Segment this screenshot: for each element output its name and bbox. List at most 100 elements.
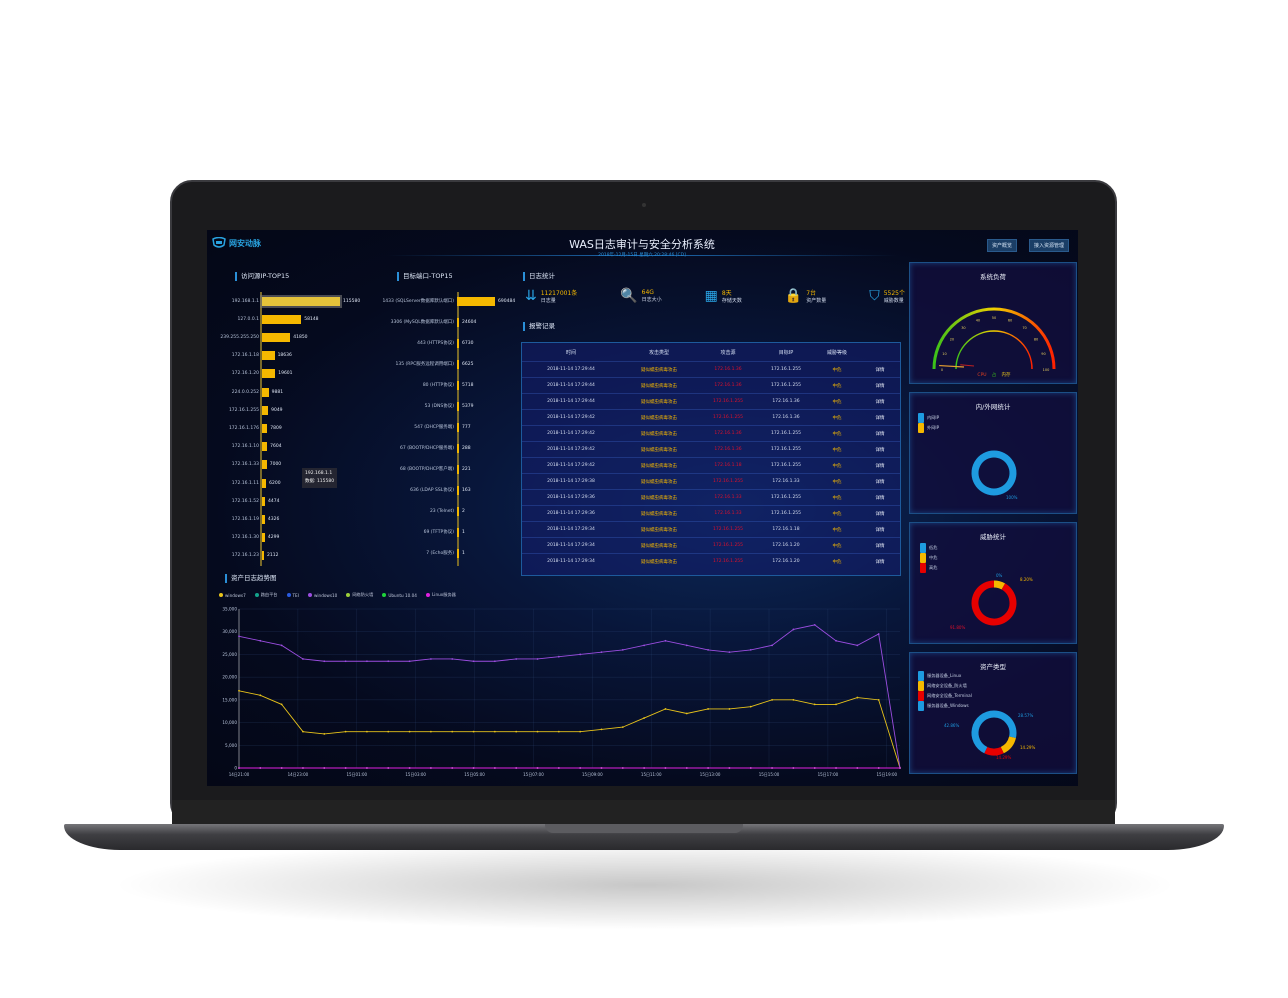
data-point[interactable] [259, 639, 262, 642]
data-point[interactable] [238, 635, 240, 638]
data-point[interactable] [856, 767, 859, 769]
data-point[interactable] [621, 648, 624, 651]
details-link[interactable]: 详情 [875, 479, 885, 485]
data-point[interactable] [749, 767, 752, 769]
data-point[interactable] [621, 767, 624, 769]
data-point[interactable] [302, 658, 304, 660]
data-point[interactable] [323, 767, 326, 769]
data-point[interactable] [408, 660, 411, 663]
data-point[interactable] [771, 698, 773, 701]
data-point[interactable] [600, 651, 603, 654]
data-point[interactable] [664, 708, 667, 710]
data-point[interactable] [451, 658, 454, 660]
data-point[interactable] [621, 726, 624, 729]
data-point[interactable] [515, 658, 518, 660]
data-point[interactable] [408, 730, 411, 733]
data-point[interactable] [813, 703, 816, 706]
data-point[interactable] [302, 767, 304, 769]
data-point[interactable] [771, 644, 773, 647]
data-point[interactable] [536, 658, 539, 660]
data-point[interactable] [387, 730, 390, 733]
data-point[interactable] [579, 730, 582, 733]
assets-slice[interactable] [993, 710, 1017, 738]
data-point[interactable] [643, 644, 646, 647]
legend-item[interactable]: TEI [286, 592, 299, 598]
data-point[interactable] [600, 728, 603, 731]
details-link[interactable]: 详情 [875, 367, 885, 373]
details-link[interactable]: 详情 [875, 495, 885, 501]
legend-item[interactable]: windows10 [307, 592, 337, 598]
data-point[interactable] [430, 730, 432, 733]
data-point[interactable] [579, 767, 582, 769]
data-point[interactable] [877, 633, 880, 635]
data-point[interactable] [451, 767, 454, 769]
data-point[interactable] [280, 703, 283, 706]
assets-slice[interactable] [1000, 736, 1016, 754]
data-point[interactable] [749, 648, 752, 651]
assets-slice[interactable] [984, 746, 1004, 756]
data-point[interactable] [685, 767, 688, 769]
legend-item[interactable]: Ubuntu 10.04 [382, 592, 417, 598]
data-point[interactable] [877, 698, 880, 701]
asset-overview-button[interactable]: 资产概览 [987, 239, 1018, 252]
data-point[interactable] [344, 660, 347, 663]
legend-item[interactable]: 路由平台 [254, 592, 278, 598]
data-point[interactable] [813, 767, 816, 769]
assets-slice[interactable] [971, 710, 995, 754]
data-point[interactable] [728, 708, 731, 710]
resource-manage-button[interactable]: 接入资源管理 [1029, 239, 1070, 252]
data-point[interactable] [515, 767, 518, 769]
data-point[interactable] [749, 705, 752, 708]
data-point[interactable] [557, 655, 560, 658]
data-point[interactable] [664, 767, 667, 769]
data-point[interactable] [792, 628, 795, 631]
net-slice[interactable] [971, 450, 1017, 496]
data-point[interactable] [536, 767, 539, 769]
data-point[interactable] [493, 767, 496, 769]
data-point[interactable] [856, 696, 859, 699]
data-point[interactable] [238, 689, 240, 692]
data-point[interactable] [430, 658, 432, 660]
details-link[interactable]: 详情 [875, 447, 885, 453]
data-point[interactable] [643, 767, 646, 769]
data-point[interactable] [259, 767, 262, 769]
data-point[interactable] [707, 767, 709, 769]
data-point[interactable] [344, 767, 347, 769]
data-point[interactable] [323, 733, 326, 735]
data-point[interactable] [387, 767, 390, 769]
data-point[interactable] [366, 730, 368, 733]
data-point[interactable] [728, 767, 731, 769]
legend-item[interactable]: 网络防火墙 [346, 592, 373, 598]
data-point[interactable] [366, 767, 368, 769]
data-point[interactable] [856, 644, 859, 647]
details-link[interactable]: 详情 [875, 415, 885, 421]
data-point[interactable] [472, 660, 475, 663]
data-point[interactable] [835, 767, 837, 769]
data-point[interactable] [344, 730, 347, 733]
data-point[interactable] [430, 767, 432, 769]
data-point[interactable] [280, 644, 283, 647]
data-point[interactable] [493, 660, 496, 663]
data-point[interactable] [323, 660, 326, 663]
data-point[interactable] [302, 730, 304, 733]
data-point[interactable] [643, 717, 646, 719]
data-point[interactable] [451, 730, 454, 733]
details-link[interactable]: 详情 [875, 463, 885, 469]
data-point[interactable] [899, 767, 901, 769]
details-link[interactable]: 详情 [875, 543, 885, 549]
data-point[interactable] [835, 703, 837, 706]
data-point[interactable] [472, 730, 475, 733]
threat-slice[interactable] [993, 580, 1006, 590]
data-point[interactable] [792, 698, 795, 701]
details-link[interactable]: 详情 [875, 527, 885, 533]
legend-item[interactable]: windows7 [219, 592, 246, 598]
threat-slice[interactable] [971, 580, 1017, 626]
data-point[interactable] [664, 639, 667, 642]
data-point[interactable] [515, 730, 518, 733]
details-link[interactable]: 详情 [875, 399, 885, 405]
data-point[interactable] [408, 767, 411, 769]
data-point[interactable] [835, 639, 837, 642]
data-point[interactable] [259, 694, 262, 697]
data-point[interactable] [600, 767, 603, 769]
details-link[interactable]: 详情 [875, 383, 885, 389]
